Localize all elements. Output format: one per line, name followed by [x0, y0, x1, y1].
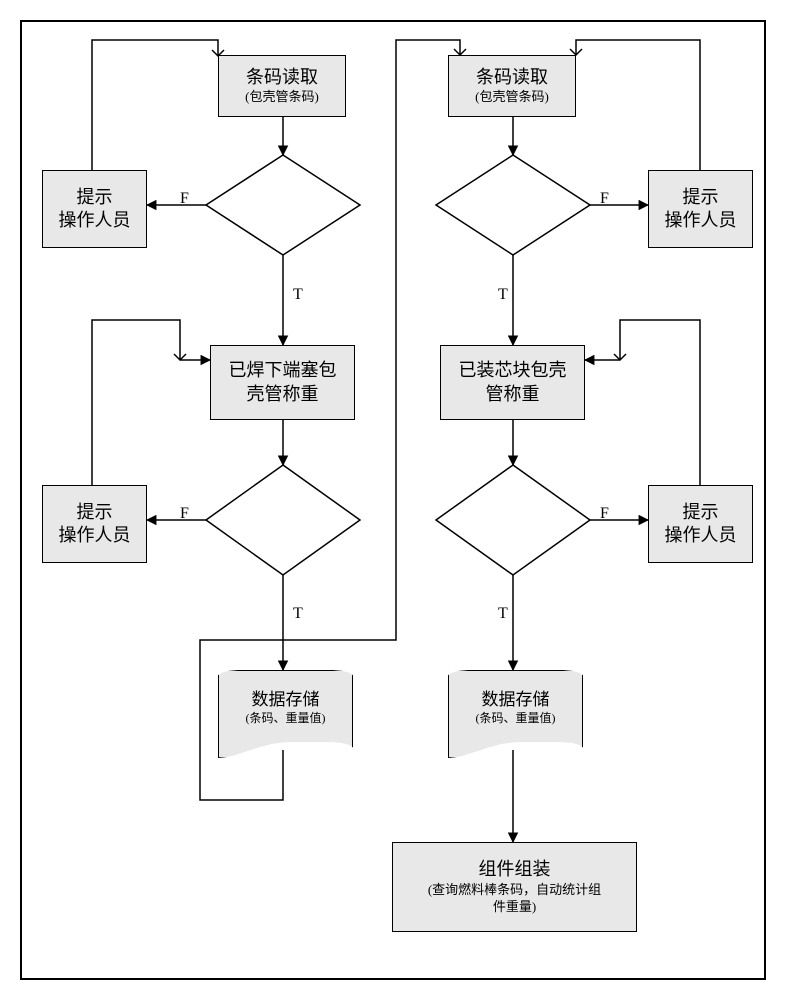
edge-label-F-l2: F — [180, 505, 189, 523]
left-store-sub: (条码、重量值) — [246, 711, 326, 727]
edge-label-F-r1: F — [600, 190, 609, 208]
left-read-box: 条码读取 (包壳管条码) — [218, 55, 346, 117]
right-read-main: 条码读取 — [476, 66, 548, 89]
edge-label-T-l1: T — [293, 286, 303, 304]
edge-label-F-l1: F — [180, 190, 189, 208]
right-store-sub: (条码、重量值) — [476, 711, 556, 727]
final-main: 组件组装 — [479, 858, 551, 881]
left-weigh-text: 已焊下端塞包 壳管称重 — [229, 359, 337, 406]
right-read-sub: (包壳管条码) — [475, 89, 549, 106]
left-weigh-box: 已焊下端塞包 壳管称重 — [210, 345, 355, 420]
final-box: 组件组装 (查询燃料棒条码，自动统计组 件重量) — [392, 842, 637, 932]
edge-label-F-r2: F — [600, 505, 609, 523]
left-prompt1-box: 提示 操作人员 — [42, 170, 147, 248]
left-store-main: 数据存储 — [252, 689, 320, 711]
right-prompt1-box: 提示 操作人员 — [648, 170, 753, 248]
left-prompt2-box: 提示 操作人员 — [42, 485, 147, 563]
edge-label-T-l2: T — [293, 605, 303, 623]
left-read-sub: (包壳管条码) — [245, 89, 319, 106]
right-weigh-text: 已装芯块包壳 管称重 — [459, 359, 567, 406]
edge-label-T-r2: T — [498, 605, 508, 623]
right-weigh-box: 已装芯块包壳 管称重 — [440, 345, 585, 420]
final-sub: (查询燃料棒条码，自动统计组 件重量) — [428, 882, 601, 916]
right-read-box: 条码读取 (包壳管条码) — [448, 55, 576, 117]
left-read-main: 条码读取 — [246, 66, 318, 89]
right-prompt2-box: 提示 操作人员 — [648, 485, 753, 563]
right-store-main: 数据存储 — [482, 689, 550, 711]
edge-label-T-r1: T — [498, 286, 508, 304]
